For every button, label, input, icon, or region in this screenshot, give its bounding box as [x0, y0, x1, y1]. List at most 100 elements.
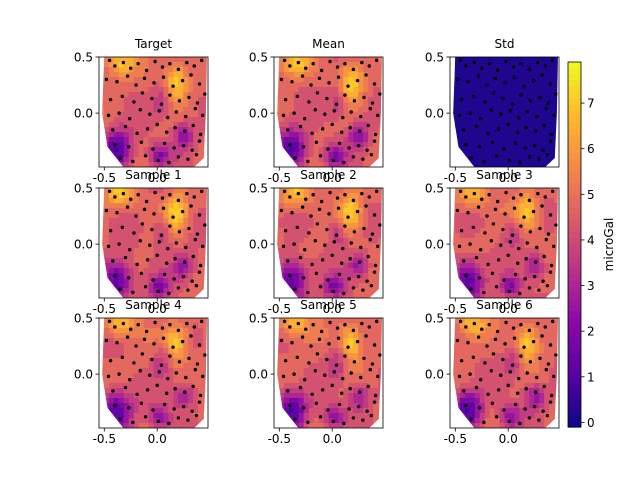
- contour-cell: [168, 112, 174, 118]
- contour-cell: [328, 223, 335, 229]
- contour-cell: [163, 388, 169, 394]
- contour-cell: [323, 363, 330, 369]
- contour-cell: [128, 107, 135, 113]
- contour-cell: [113, 82, 120, 88]
- contour-cell: [308, 243, 315, 249]
- contour-cell: [363, 413, 369, 419]
- contour-cell: [188, 87, 194, 93]
- contour-cell: [338, 268, 344, 274]
- contour-cell: [539, 243, 545, 249]
- contour-cell: [158, 127, 164, 133]
- contour-cell: [133, 152, 140, 158]
- contour-cell: [474, 92, 481, 98]
- contour-cell: [479, 348, 486, 354]
- station-point: [328, 190, 332, 195]
- contour-cell: [168, 67, 174, 73]
- contour-cell: [148, 62, 155, 68]
- contour-cell: [484, 333, 491, 339]
- contour-cell: [283, 373, 290, 379]
- contour-cell: [348, 218, 354, 224]
- contour-cell: [108, 253, 115, 259]
- contour-cell: [499, 127, 506, 133]
- contour-cell: [168, 233, 174, 239]
- contour-cell: [168, 142, 174, 148]
- contour-cell: [368, 383, 374, 389]
- contour-cell: [333, 318, 339, 324]
- station-point: [536, 191, 540, 196]
- contour-cell: [113, 142, 120, 148]
- contour-cell: [484, 203, 491, 209]
- contour-cell: [183, 228, 189, 234]
- contour-cell: [133, 338, 140, 344]
- contour-cell: [283, 238, 290, 244]
- contour-cell: [338, 77, 344, 83]
- contour-cell: [489, 318, 496, 324]
- station-point: [341, 115, 345, 120]
- contour-cell: [158, 198, 164, 204]
- x-tick-label: -0.5: [268, 432, 291, 446]
- contour-cell: [514, 112, 520, 118]
- contour-cell: [103, 102, 110, 108]
- contour-cell: [373, 418, 379, 424]
- contour-cell: [138, 213, 145, 219]
- contour-cell: [123, 423, 130, 428]
- contour-cell: [168, 248, 174, 254]
- contour-cell: [484, 162, 491, 167]
- contour-cell: [469, 328, 476, 334]
- contour-cell: [203, 378, 207, 384]
- contour-cell: [363, 137, 369, 143]
- contour-cell: [168, 358, 174, 364]
- contour-cell: [549, 152, 555, 158]
- contour-cell: [484, 278, 491, 284]
- contour-cell: [368, 213, 374, 219]
- contour-cell: [303, 278, 310, 284]
- contour-cell: [308, 248, 315, 254]
- contour-cell: [524, 198, 530, 204]
- station-point: [362, 356, 366, 361]
- y-tick-label: 0.0: [74, 368, 93, 382]
- contour-cell: [484, 283, 491, 289]
- contour-cell: [113, 278, 120, 284]
- contour-cell: [138, 293, 145, 298]
- contour-cell: [328, 193, 335, 199]
- contour-cell: [143, 243, 150, 249]
- contour-cell: [474, 318, 481, 324]
- station-point: [159, 102, 164, 106]
- contour-cell: [108, 112, 115, 118]
- contour-cell: [549, 142, 555, 148]
- contour-cell: [353, 127, 359, 133]
- contour-cell: [178, 72, 184, 78]
- station-point: [186, 418, 190, 422]
- contour-cell: [153, 213, 160, 219]
- contour-cell: [353, 368, 359, 374]
- contour-cell: [178, 127, 184, 133]
- contour-cell: [193, 117, 199, 123]
- contour-cell: [128, 203, 135, 209]
- contour-cell: [338, 318, 344, 324]
- contour-cell: [133, 142, 140, 148]
- contour-cell: [499, 147, 506, 153]
- station-point: [378, 223, 382, 227]
- contour-cell: [489, 188, 496, 194]
- contour-cell: [353, 233, 359, 239]
- contour-cell: [519, 67, 525, 73]
- contour-cell: [133, 77, 140, 83]
- contour-cell: [554, 117, 558, 123]
- station-point: [125, 74, 130, 78]
- contour-cell: [193, 418, 199, 424]
- contour-cell: [183, 97, 189, 103]
- contour-cell: [348, 162, 354, 167]
- contour-cell: [118, 323, 125, 329]
- contour-cell: [113, 137, 120, 143]
- contour-cell: [153, 57, 160, 63]
- contour-cell: [534, 72, 540, 78]
- contour-cell: [489, 137, 496, 143]
- contour-cell: [203, 117, 207, 123]
- contour-cell: [343, 413, 349, 419]
- contour-cell: [293, 388, 300, 394]
- station-point: [342, 291, 346, 296]
- contour-cell: [163, 238, 169, 244]
- contour-cell: [183, 273, 189, 279]
- contour-cell: [183, 233, 189, 239]
- contour-cell: [108, 373, 115, 379]
